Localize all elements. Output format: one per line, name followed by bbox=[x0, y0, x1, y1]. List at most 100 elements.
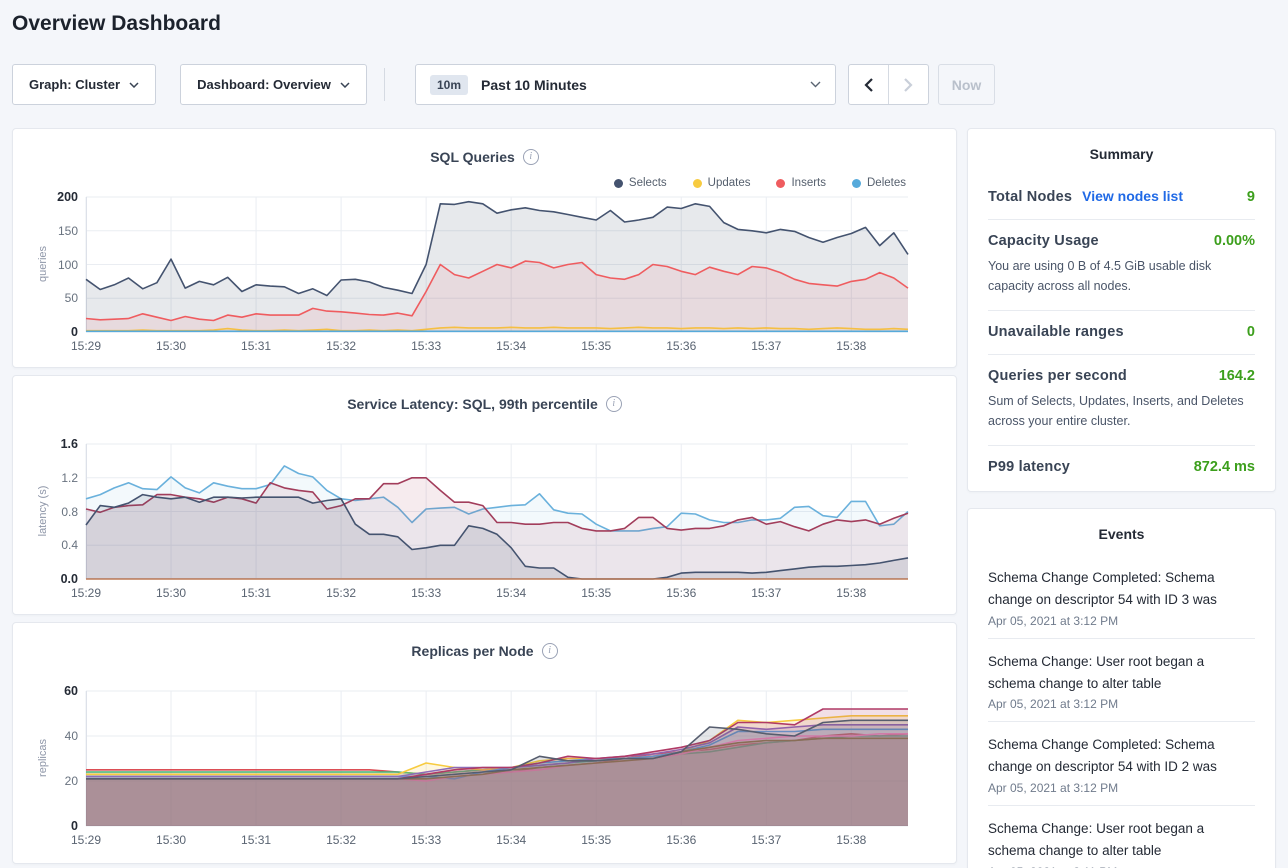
dashboard-dropdown-label: Dashboard: Overview bbox=[197, 77, 331, 92]
event-time: Apr 05, 2021 at 3:12 PM bbox=[988, 697, 1119, 712]
summary-row-queries-per-second: Queries per second 164.2 Sum of Selects,… bbox=[988, 355, 1255, 446]
chart-plot-svg bbox=[85, 196, 909, 333]
qps-desc: Sum of Selects, Updates, Inserts, and De… bbox=[988, 394, 1244, 428]
qps-value: 164.2 bbox=[1218, 368, 1255, 384]
x-tick-label: 15:38 bbox=[836, 833, 867, 847]
chevron-down-icon bbox=[129, 81, 139, 88]
y-tick-label: 20 bbox=[64, 774, 78, 788]
page-title: Overview Dashboard bbox=[12, 12, 221, 35]
legend-dot-icon bbox=[613, 178, 623, 188]
x-tick-label: 15:33 bbox=[411, 833, 442, 847]
y-tick-label: 100 bbox=[57, 257, 78, 272]
x-tick-label: 15:37 bbox=[751, 833, 782, 847]
chevron-right-icon bbox=[904, 77, 913, 92]
x-tick-label: 15:34 bbox=[496, 339, 527, 353]
plot-area[interactable] bbox=[85, 196, 909, 333]
plot-area[interactable] bbox=[85, 690, 909, 827]
y-axis-title: replicas bbox=[37, 739, 49, 777]
x-tick-label: 15:29 bbox=[70, 833, 102, 847]
x-tick-label: 15:31 bbox=[241, 339, 272, 353]
events-panel: Events Schema Change Completed: Schema c… bbox=[967, 508, 1276, 868]
x-tick-label: 15:33 bbox=[411, 339, 442, 353]
legend-item-deletes: Deletes bbox=[852, 177, 906, 189]
chevron-down-icon bbox=[810, 81, 821, 88]
chart-title: Replicas per Node bbox=[411, 643, 534, 659]
summary-row-p99-latency: P99 latency 872.4 ms bbox=[988, 446, 1255, 489]
event-item[interactable]: Schema Change: User root began a schema … bbox=[988, 639, 1255, 723]
x-tick-label: 15:37 bbox=[751, 586, 782, 600]
x-tick-label: 15:36 bbox=[666, 833, 697, 847]
chart-legend: Selects Updates Inserts Deletes bbox=[613, 177, 906, 189]
summary-row-total-nodes: Total Nodes View nodes list 9 bbox=[988, 175, 1255, 220]
time-nav-group bbox=[848, 64, 929, 105]
summary-row-capacity-usage: Capacity Usage 0.00% You are using 0 B o… bbox=[988, 220, 1255, 311]
x-tick-label: 15:30 bbox=[156, 339, 187, 353]
event-text: Schema Change Completed: Schema change o… bbox=[988, 737, 1217, 775]
time-range-badge: 10m bbox=[430, 74, 469, 95]
x-tick-label: 15:34 bbox=[496, 586, 527, 600]
summary-panel: Summary Total Nodes View nodes list 9 Ca… bbox=[967, 128, 1276, 492]
time-range-picker[interactable]: 10m Past 10 Minutes bbox=[415, 64, 836, 105]
legend-item-updates: Updates bbox=[692, 177, 750, 189]
summary-title: Summary bbox=[1089, 146, 1154, 162]
capacity-usage-value: 0.00% bbox=[1213, 233, 1255, 249]
summary-row-unavailable-ranges: Unavailable ranges 0 bbox=[988, 311, 1255, 355]
y-tick-label: 1.2 bbox=[61, 470, 78, 485]
event-time: Apr 05, 2021 at 3:12 PM bbox=[988, 613, 1119, 628]
now-button[interactable]: Now bbox=[938, 64, 995, 105]
events-title: Events bbox=[1098, 526, 1145, 542]
info-icon[interactable]: i bbox=[605, 396, 622, 412]
legend-dot-icon bbox=[776, 178, 786, 188]
info-icon[interactable]: i bbox=[522, 149, 539, 165]
event-item[interactable]: Schema Change Completed: Schema change o… bbox=[988, 555, 1255, 639]
x-tick-label: 15:32 bbox=[326, 833, 357, 847]
unavailable-ranges-value: 0 bbox=[1246, 324, 1255, 340]
chart-card-sql-queries: SQL Queries i Selects Updates Inserts Delet… bbox=[12, 128, 957, 368]
capacity-usage-label: Capacity Usage bbox=[988, 233, 1099, 249]
time-range-label: Past 10 Minutes bbox=[481, 76, 587, 93]
chevron-left-icon bbox=[864, 77, 873, 92]
chart-title: Service Latency: SQL, 99th percentile bbox=[347, 396, 598, 412]
y-tick-label: 0 bbox=[71, 819, 78, 833]
x-tick-label: 15:36 bbox=[666, 586, 697, 600]
plot-area[interactable] bbox=[85, 443, 909, 580]
prev-time-button[interactable] bbox=[849, 65, 888, 104]
info-icon[interactable]: i bbox=[541, 643, 558, 659]
total-nodes-value: 9 bbox=[1246, 189, 1255, 205]
graph-dropdown-label: Graph: Cluster bbox=[28, 77, 120, 92]
total-nodes-label: Total Nodes bbox=[988, 189, 1073, 205]
x-tick-label: 15:31 bbox=[241, 586, 272, 600]
y-tick-label: 50 bbox=[64, 291, 78, 306]
chart-card-replicas-per-node: Replicas per Node i replicas 0 20 40 60 15:2… bbox=[12, 622, 957, 864]
chart-card-service-latency: Service Latency: SQL, 99th percentile i … bbox=[12, 375, 957, 615]
x-tick-label: 15:29 bbox=[70, 339, 102, 353]
event-text: Schema Change Completed: Schema change o… bbox=[988, 570, 1217, 607]
graph-dropdown[interactable]: Graph: Cluster bbox=[12, 64, 156, 105]
legend-item-selects: Selects bbox=[613, 177, 667, 189]
p99-latency-label: P99 latency bbox=[988, 459, 1070, 475]
x-tick-label: 15:29 bbox=[70, 586, 102, 600]
qps-label: Queries per second bbox=[988, 368, 1127, 384]
y-tick-label: 200 bbox=[57, 190, 78, 204]
next-time-button[interactable] bbox=[888, 65, 928, 104]
x-tick-label: 15:33 bbox=[411, 586, 442, 600]
event-time: Apr 05, 2021 at 3:12 PM bbox=[988, 781, 1119, 796]
legend-label: Selects bbox=[628, 177, 667, 189]
dashboard-dropdown[interactable]: Dashboard: Overview bbox=[180, 64, 367, 105]
p99-latency-value: 872.4 ms bbox=[1193, 459, 1255, 475]
chevron-down-icon bbox=[340, 81, 350, 88]
event-item[interactable]: Schema Change Completed: Schema change o… bbox=[988, 722, 1255, 807]
unavailable-ranges-label: Unavailable ranges bbox=[988, 324, 1124, 340]
chart-title: SQL Queries bbox=[430, 149, 515, 165]
x-tick-label: 15:32 bbox=[326, 339, 357, 353]
view-nodes-list-link[interactable]: View nodes list bbox=[1082, 188, 1183, 204]
chart-plot-svg bbox=[85, 690, 909, 827]
x-tick-label: 15:37 bbox=[751, 339, 782, 353]
chart-plot-svg bbox=[85, 443, 909, 580]
x-tick-label: 15:34 bbox=[496, 833, 527, 847]
event-item[interactable]: Schema Change: User root began a schema … bbox=[988, 806, 1255, 868]
x-tick-label: 15:30 bbox=[156, 833, 187, 847]
y-tick-label: 0.4 bbox=[61, 538, 78, 553]
legend-item-inserts: Inserts bbox=[776, 177, 826, 189]
capacity-usage-desc: You are using 0 B of 4.5 GiB usable disk… bbox=[988, 259, 1212, 293]
